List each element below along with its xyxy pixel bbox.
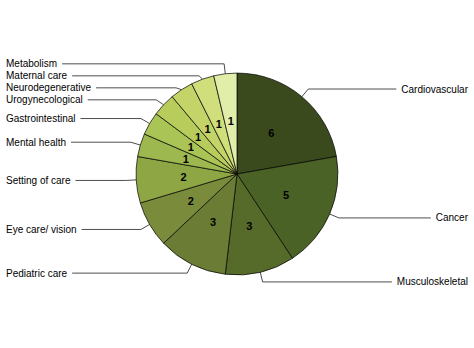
svg-text:Pediatric care: Pediatric care — [6, 268, 68, 279]
svg-text:Urogynecological: Urogynecological — [6, 94, 83, 105]
svg-text:Metabolism: Metabolism — [6, 58, 57, 69]
svg-text:1: 1 — [216, 118, 222, 130]
svg-text:2: 2 — [181, 171, 187, 183]
svg-text:Musculoskeletal: Musculoskeletal — [397, 276, 468, 287]
svg-text:3: 3 — [246, 220, 252, 232]
svg-text:1: 1 — [205, 123, 211, 135]
svg-text:1: 1 — [228, 115, 234, 127]
svg-text:Gastrointestinal: Gastrointestinal — [6, 113, 75, 124]
svg-text:1: 1 — [183, 153, 189, 165]
svg-text:1: 1 — [188, 141, 194, 153]
svg-text:Setting of care: Setting of care — [6, 175, 71, 186]
svg-text:Cancer: Cancer — [436, 212, 469, 223]
svg-text:Neurodegenerative: Neurodegenerative — [6, 82, 91, 93]
svg-text:Maternal care: Maternal care — [6, 70, 68, 81]
svg-text:6: 6 — [268, 127, 274, 139]
svg-text:Mental health: Mental health — [6, 137, 66, 148]
svg-text:2: 2 — [188, 195, 194, 207]
svg-text:Eye care/ vision: Eye care/ vision — [6, 224, 77, 235]
svg-text:3: 3 — [210, 216, 216, 228]
svg-text:1: 1 — [195, 131, 201, 143]
svg-text:5: 5 — [283, 189, 289, 201]
svg-text:Cardiovascular: Cardiovascular — [401, 84, 468, 95]
